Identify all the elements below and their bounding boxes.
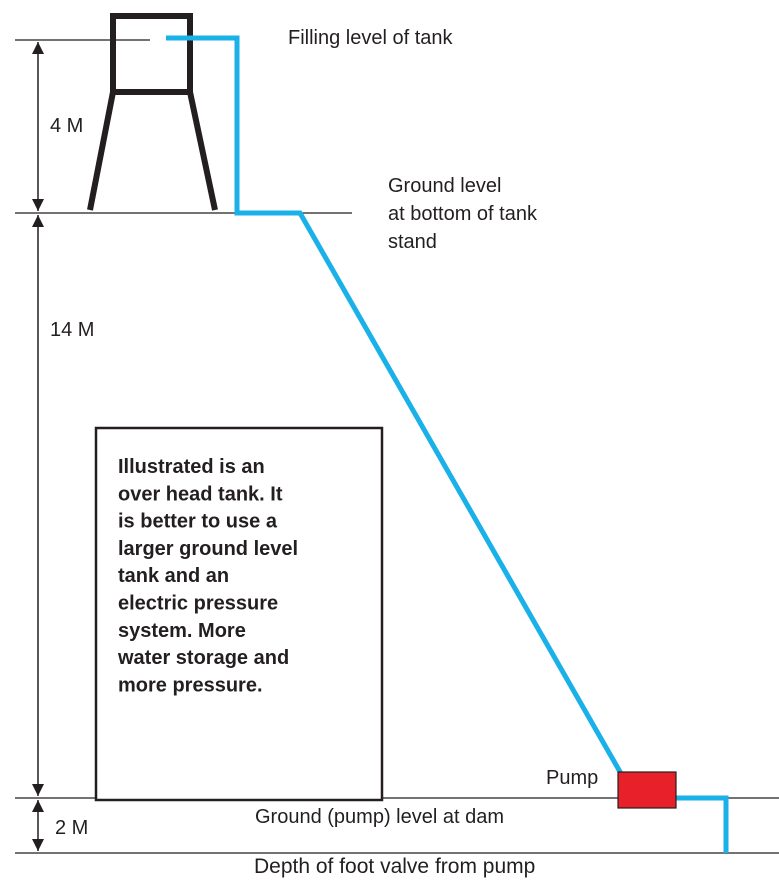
note-line: over head tank. It — [118, 483, 283, 505]
label: Ground (pump) level at dam — [255, 806, 504, 828]
label: Pump — [546, 767, 598, 789]
note-line: system. More — [118, 620, 246, 642]
note-line: water storage and — [117, 647, 289, 669]
label: Depth of foot valve from pump — [254, 855, 535, 878]
tank-body — [110, 13, 193, 95]
note-line: tank and an — [118, 565, 229, 587]
note-line: more pressure. — [118, 674, 263, 696]
tank-leg — [87, 91, 116, 211]
suction-pipe — [676, 795, 729, 853]
note-line: Illustrated is an — [118, 456, 265, 478]
note-line: electric pressure — [118, 593, 278, 615]
dimension-label: 4 M — [50, 115, 83, 137]
label: stand — [388, 231, 437, 253]
tank — [87, 13, 218, 211]
dimension-label: 2 M — [55, 817, 88, 839]
note-box — [94, 426, 384, 802]
note-text: Illustrated is an over head tank. It is be… — [117, 456, 298, 696]
note-line: larger ground level — [118, 538, 298, 560]
pipe — [166, 35, 626, 779]
tank-leg — [187, 91, 218, 211]
pump — [617, 771, 677, 809]
label: at bottom of tank — [388, 203, 538, 225]
label: Ground level — [388, 175, 501, 197]
dimension-label: 14 M — [50, 319, 94, 341]
label: Filling level of tank — [288, 27, 454, 49]
note-line: is better to use a — [118, 511, 278, 533]
